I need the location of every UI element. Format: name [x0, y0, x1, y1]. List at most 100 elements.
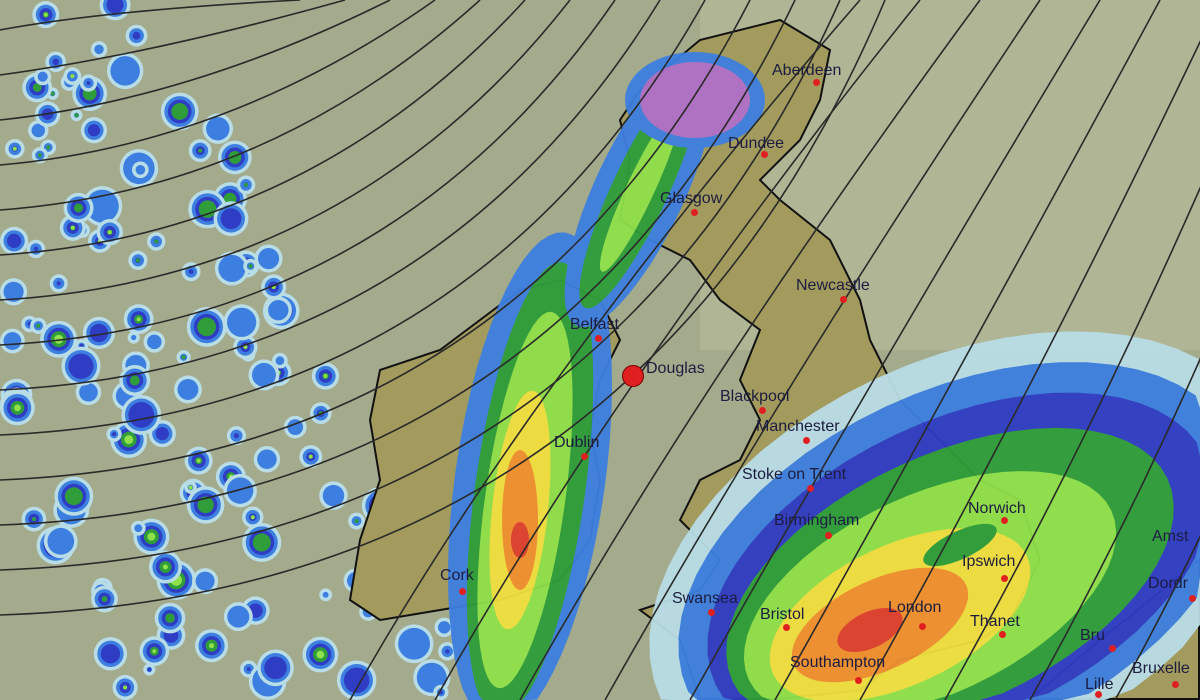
shower-cell	[43, 12, 48, 17]
city-label: Bruxelle	[1132, 660, 1190, 677]
shower-cell	[46, 145, 51, 150]
isobar-line	[0, 0, 841, 571]
shower-cell	[135, 258, 140, 263]
shower-cell	[322, 484, 345, 507]
city-dot-icon	[581, 453, 588, 460]
city-label: Southampton	[790, 654, 886, 671]
city-label: Swansea	[672, 590, 738, 607]
city-label: Cork	[440, 567, 474, 584]
city-label: Belfast	[570, 316, 619, 333]
city-label: Newcastle	[796, 277, 870, 294]
shower-cell	[308, 454, 313, 459]
precipitation-area	[640, 62, 750, 138]
city-dot-icon	[1109, 645, 1116, 652]
shower-cell	[112, 432, 117, 437]
shower-cell	[110, 56, 140, 86]
shower-cell	[12, 146, 17, 151]
shower-cell	[264, 656, 287, 680]
city-label: Lille	[1085, 676, 1114, 693]
shower-cell	[398, 627, 431, 660]
shower-cell	[188, 269, 194, 275]
shower-cell	[128, 402, 155, 428]
isobar-line	[0, 0, 796, 526]
city-label: Thanet	[970, 613, 1020, 630]
isobar-line	[944, 186, 1200, 700]
isobar-line	[434, 0, 921, 700]
city-label: Bristol	[760, 606, 805, 623]
shower-cell	[227, 307, 257, 337]
shower-cell	[257, 449, 277, 470]
shower-cell	[147, 334, 162, 350]
isobar-line	[1029, 357, 1200, 700]
precipitation-area	[502, 450, 538, 590]
city-label: Dordr	[1148, 575, 1189, 592]
city-label: Aberdeen	[772, 62, 842, 79]
shower-cell	[7, 233, 22, 248]
isobar-line	[0, 0, 706, 436]
shower-cell	[37, 71, 48, 82]
city-label: Amst	[1152, 528, 1189, 545]
shower-cell	[31, 123, 46, 138]
shower-cell	[132, 31, 141, 40]
city-dot-icon	[825, 532, 832, 539]
shower-cell	[136, 317, 141, 322]
shower-cell	[246, 666, 251, 671]
isobar-line	[1114, 535, 1200, 700]
shower-cell	[147, 532, 156, 541]
precipitation-area	[837, 608, 903, 652]
shower-cell	[244, 182, 249, 187]
shower-cell	[322, 591, 329, 598]
shower-cell	[147, 667, 152, 672]
shower-cell	[70, 225, 75, 230]
city-dot-icon	[459, 588, 466, 595]
precipitation-area	[599, 108, 681, 272]
city-label: Birmingham	[774, 512, 860, 529]
shower-cell	[196, 458, 201, 463]
shower-cell	[195, 571, 215, 591]
shower-cell	[107, 230, 112, 235]
shower-cell	[227, 605, 250, 628]
isobar-line	[0, 0, 886, 616]
isobar-line	[0, 0, 526, 256]
shower-cell	[131, 334, 137, 341]
isobar-line	[0, 0, 661, 391]
shower-cell	[31, 517, 36, 522]
shower-cell	[123, 685, 128, 690]
shower-cell	[226, 477, 254, 504]
shower-cell	[101, 596, 108, 602]
shower-cell	[248, 264, 253, 269]
city-label: Stoke on Trent	[742, 466, 847, 483]
precipitation-area	[511, 522, 529, 558]
shower-cell	[162, 564, 168, 570]
shower-cell	[218, 254, 246, 282]
shower-cell	[252, 362, 276, 387]
city-dot-icon	[807, 485, 814, 492]
precipitation-area	[923, 523, 997, 567]
shower-cell	[56, 281, 61, 286]
city-label: Glasgow	[660, 190, 723, 207]
shower-cell	[233, 433, 239, 439]
city-dot-icon	[840, 296, 847, 303]
shower-cell	[100, 644, 121, 664]
shower-cell	[445, 649, 450, 654]
city-dot-icon	[783, 624, 790, 631]
shower-cell	[124, 435, 134, 444]
city-dot-icon	[1189, 595, 1196, 602]
shower-cell	[47, 527, 75, 555]
shower-cell	[68, 353, 94, 379]
shower-cell	[188, 485, 193, 490]
city-dot-icon	[1172, 681, 1179, 688]
shower-cell	[33, 246, 39, 252]
shower-cell	[165, 613, 175, 623]
shower-cell	[354, 519, 359, 524]
precipitation-southeast	[649, 331, 1200, 700]
shower-cell	[52, 58, 59, 66]
shower-cell	[94, 44, 104, 55]
city-label: Ipswich	[962, 553, 1016, 570]
shower-cell	[152, 649, 157, 654]
shower-cell	[197, 317, 217, 337]
city-dot-icon	[1001, 517, 1008, 524]
city-dot-icon	[595, 335, 602, 342]
isobar-line	[689, 0, 1101, 700]
